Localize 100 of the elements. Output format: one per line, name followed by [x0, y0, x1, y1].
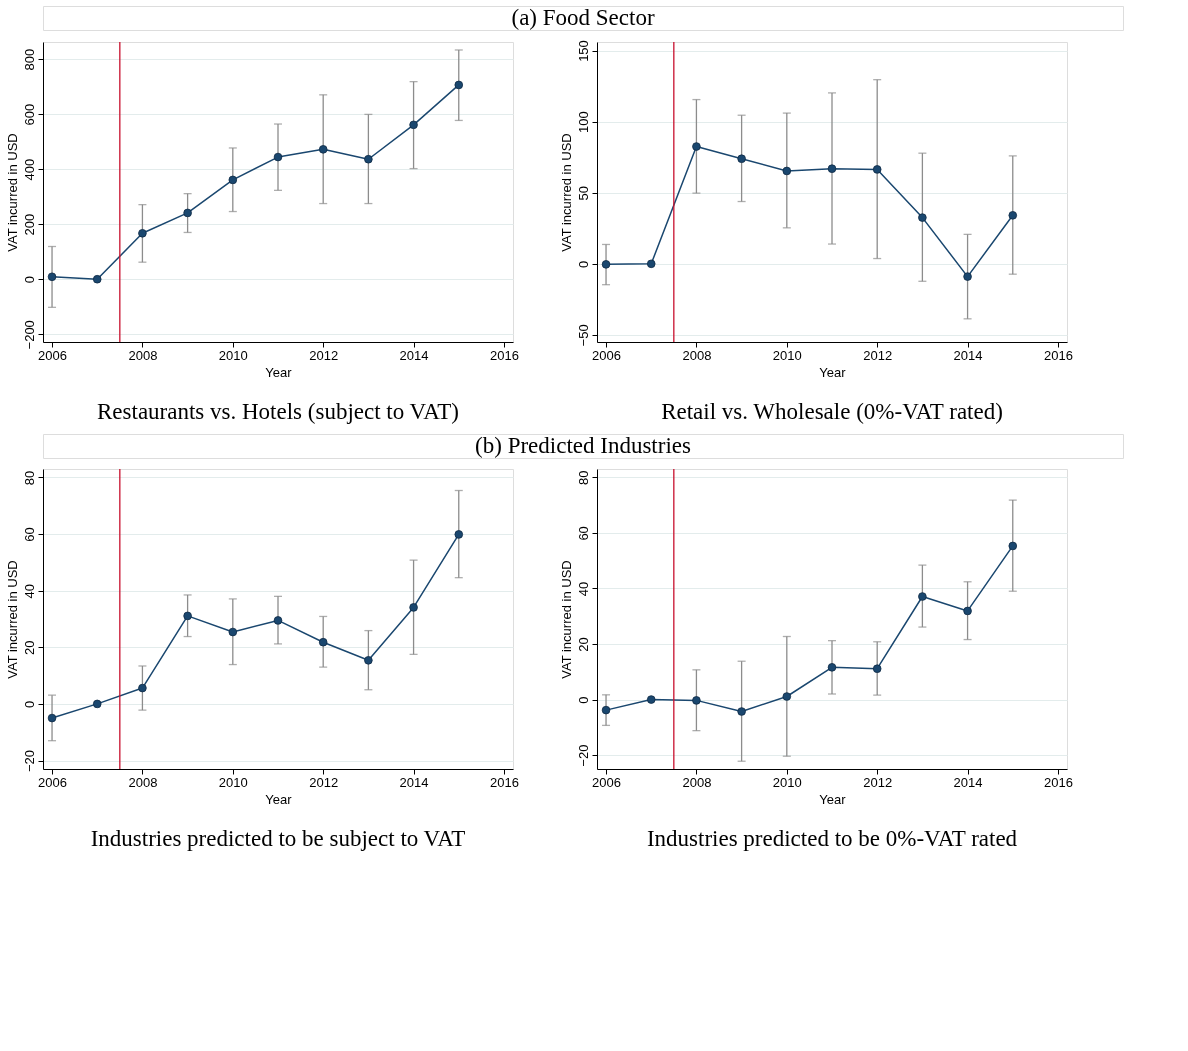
x-tick-label: 2006	[592, 347, 621, 363]
text: Retail vs. Wholesale (0%-VAT rated)	[661, 399, 1003, 424]
point	[692, 696, 701, 705]
x-tick-label: 2014	[399, 347, 429, 363]
point	[601, 260, 611, 269]
x-tick-label: 2016	[1044, 347, 1073, 363]
point	[782, 166, 792, 176]
text: Industries predicted to be subject to VAT	[90, 826, 466, 851]
y-tick-label: 150	[575, 40, 591, 62]
point	[183, 611, 192, 621]
point	[318, 145, 328, 154]
y-tick-label: −200	[21, 320, 37, 350]
point	[228, 627, 238, 637]
point	[92, 274, 102, 284]
point	[918, 592, 927, 601]
y-tick-label: 0	[21, 700, 37, 709]
point	[782, 692, 792, 701]
point	[963, 272, 972, 281]
point	[364, 154, 373, 164]
point	[692, 142, 701, 151]
point	[454, 530, 464, 539]
point	[183, 208, 192, 218]
point	[318, 637, 328, 647]
point	[827, 663, 837, 672]
point	[409, 603, 418, 612]
point	[872, 165, 882, 174]
y-tick-label: 80	[21, 470, 37, 486]
x-axis-title: Year	[819, 791, 847, 807]
point	[228, 175, 238, 185]
point	[409, 120, 418, 130]
y-axis-title: VAT incurred in USD	[558, 133, 574, 252]
point	[47, 272, 57, 282]
point	[872, 664, 882, 673]
x-tick-label: 2010	[772, 347, 802, 363]
text: Restaurants vs. Hotels (subject to VAT)	[96, 399, 460, 424]
point	[737, 707, 746, 716]
x-tick-label: 2012	[309, 347, 339, 363]
y-tick-label: 200	[21, 213, 37, 236]
x-axis-title: Year	[265, 791, 293, 807]
x-tick-label: 2016	[1044, 774, 1073, 790]
point	[1008, 541, 1018, 551]
y-tick-label: 100	[575, 111, 591, 133]
x-tick-label: 2012	[309, 774, 339, 790]
x-tick-label: 2008	[682, 347, 712, 363]
text: (b) Predicted Industries	[475, 433, 691, 458]
y-tick-label: 60	[575, 526, 591, 541]
y-tick-label: 0	[21, 276, 37, 284]
point	[92, 699, 102, 709]
y-tick-label: 80	[575, 470, 591, 486]
x-tick-label: 2014	[953, 347, 983, 363]
y-tick-label: 20	[575, 637, 591, 652]
point	[454, 80, 464, 90]
point	[273, 616, 283, 625]
text: (a) Food Sector	[511, 5, 655, 30]
y-tick-label: 0	[575, 696, 591, 704]
x-tick-label: 2010	[772, 774, 802, 790]
x-tick-label: 2006	[38, 347, 67, 363]
y-tick-label: 60	[21, 527, 37, 542]
y-tick-label: 20	[21, 640, 37, 656]
point	[737, 154, 746, 163]
point	[273, 152, 283, 162]
y-tick-label: 800	[21, 48, 37, 71]
x-tick-label: 2012	[863, 774, 893, 790]
point	[646, 259, 656, 269]
x-tick-label: 2010	[218, 774, 248, 790]
x-axis-title: Year	[265, 364, 293, 380]
y-tick-label: −20	[575, 744, 591, 767]
x-tick-label: 2016	[490, 347, 519, 363]
point	[918, 213, 927, 222]
x-axis-title: Year	[819, 364, 847, 380]
point	[138, 229, 147, 238]
y-tick-label: 400	[21, 158, 37, 181]
text: Industries predicted to be 0%-VAT rated	[646, 826, 1018, 851]
x-tick-label: 2008	[128, 347, 158, 363]
x-tick-label: 2014	[399, 774, 429, 790]
x-tick-label: 2014	[953, 774, 983, 790]
y-axis-title: VAT incurred in USD	[4, 133, 20, 252]
y-axis-title: VAT incurred in USD	[558, 560, 574, 679]
x-tick-label: 2010	[218, 347, 248, 363]
point	[138, 683, 147, 693]
x-tick-label: 2016	[490, 774, 519, 790]
point	[1008, 211, 1018, 220]
y-tick-label: 50	[575, 185, 591, 201]
y-tick-label: −20	[21, 749, 37, 773]
x-tick-label: 2008	[128, 774, 158, 790]
point	[646, 695, 656, 704]
y-tick-label: 0	[575, 260, 591, 268]
point	[827, 164, 837, 173]
x-tick-label: 2008	[682, 774, 712, 790]
y-tick-label: 600	[21, 103, 37, 126]
point	[963, 606, 972, 616]
y-tick-label: 40	[21, 583, 37, 599]
x-tick-label: 2006	[38, 774, 67, 790]
point	[47, 713, 57, 723]
y-axis-title: VAT incurred in USD	[4, 560, 20, 679]
point	[364, 656, 373, 665]
y-tick-label: −50	[575, 324, 591, 347]
y-tick-label: 40	[575, 581, 591, 597]
point	[601, 705, 611, 715]
x-tick-label: 2012	[863, 347, 893, 363]
